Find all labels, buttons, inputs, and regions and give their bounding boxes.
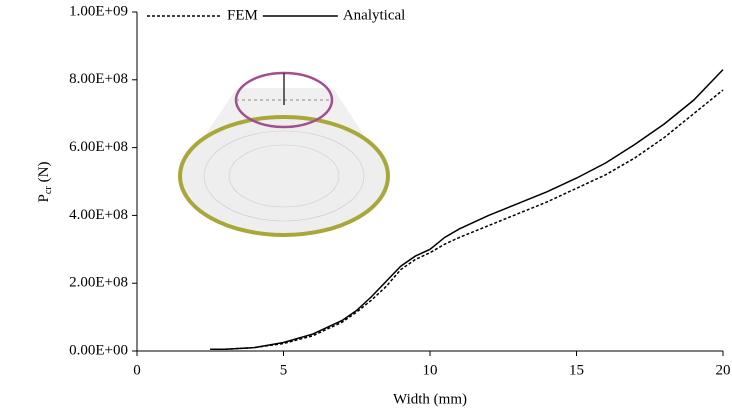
x-tick-label: 20 <box>716 362 731 378</box>
legend-label: FEM <box>227 7 258 23</box>
y-tick-label: 1.00E+09 <box>69 3 128 19</box>
legend-label: Analytical <box>343 7 405 23</box>
y-tick-label: 4.00E+08 <box>69 207 128 223</box>
x-tick-label: 10 <box>423 362 438 378</box>
x-axis-label: Width (mm) <box>393 391 467 407</box>
y-label-base: P <box>36 194 52 202</box>
y-axis-label: Pcr (N) <box>36 162 54 203</box>
y-label-unit: (N) <box>36 162 52 183</box>
chart: Width (mm) Pcr (N) 0.00E+00 2.00E+08 4.00E+… <box>0 0 732 413</box>
y-tick-label: 0.00E+00 <box>69 342 128 358</box>
y-tick-label: 6.00E+08 <box>69 139 128 155</box>
x-tick-label: 15 <box>569 362 584 378</box>
y-tick-label: 8.00E+08 <box>69 71 128 87</box>
x-tick-label: 0 <box>133 362 141 378</box>
x-tick-label: 5 <box>280 362 288 378</box>
y-tick-label: 2.00E+08 <box>69 275 128 291</box>
y-label-subscript: cr <box>43 186 54 194</box>
inset-illustration <box>180 73 388 235</box>
